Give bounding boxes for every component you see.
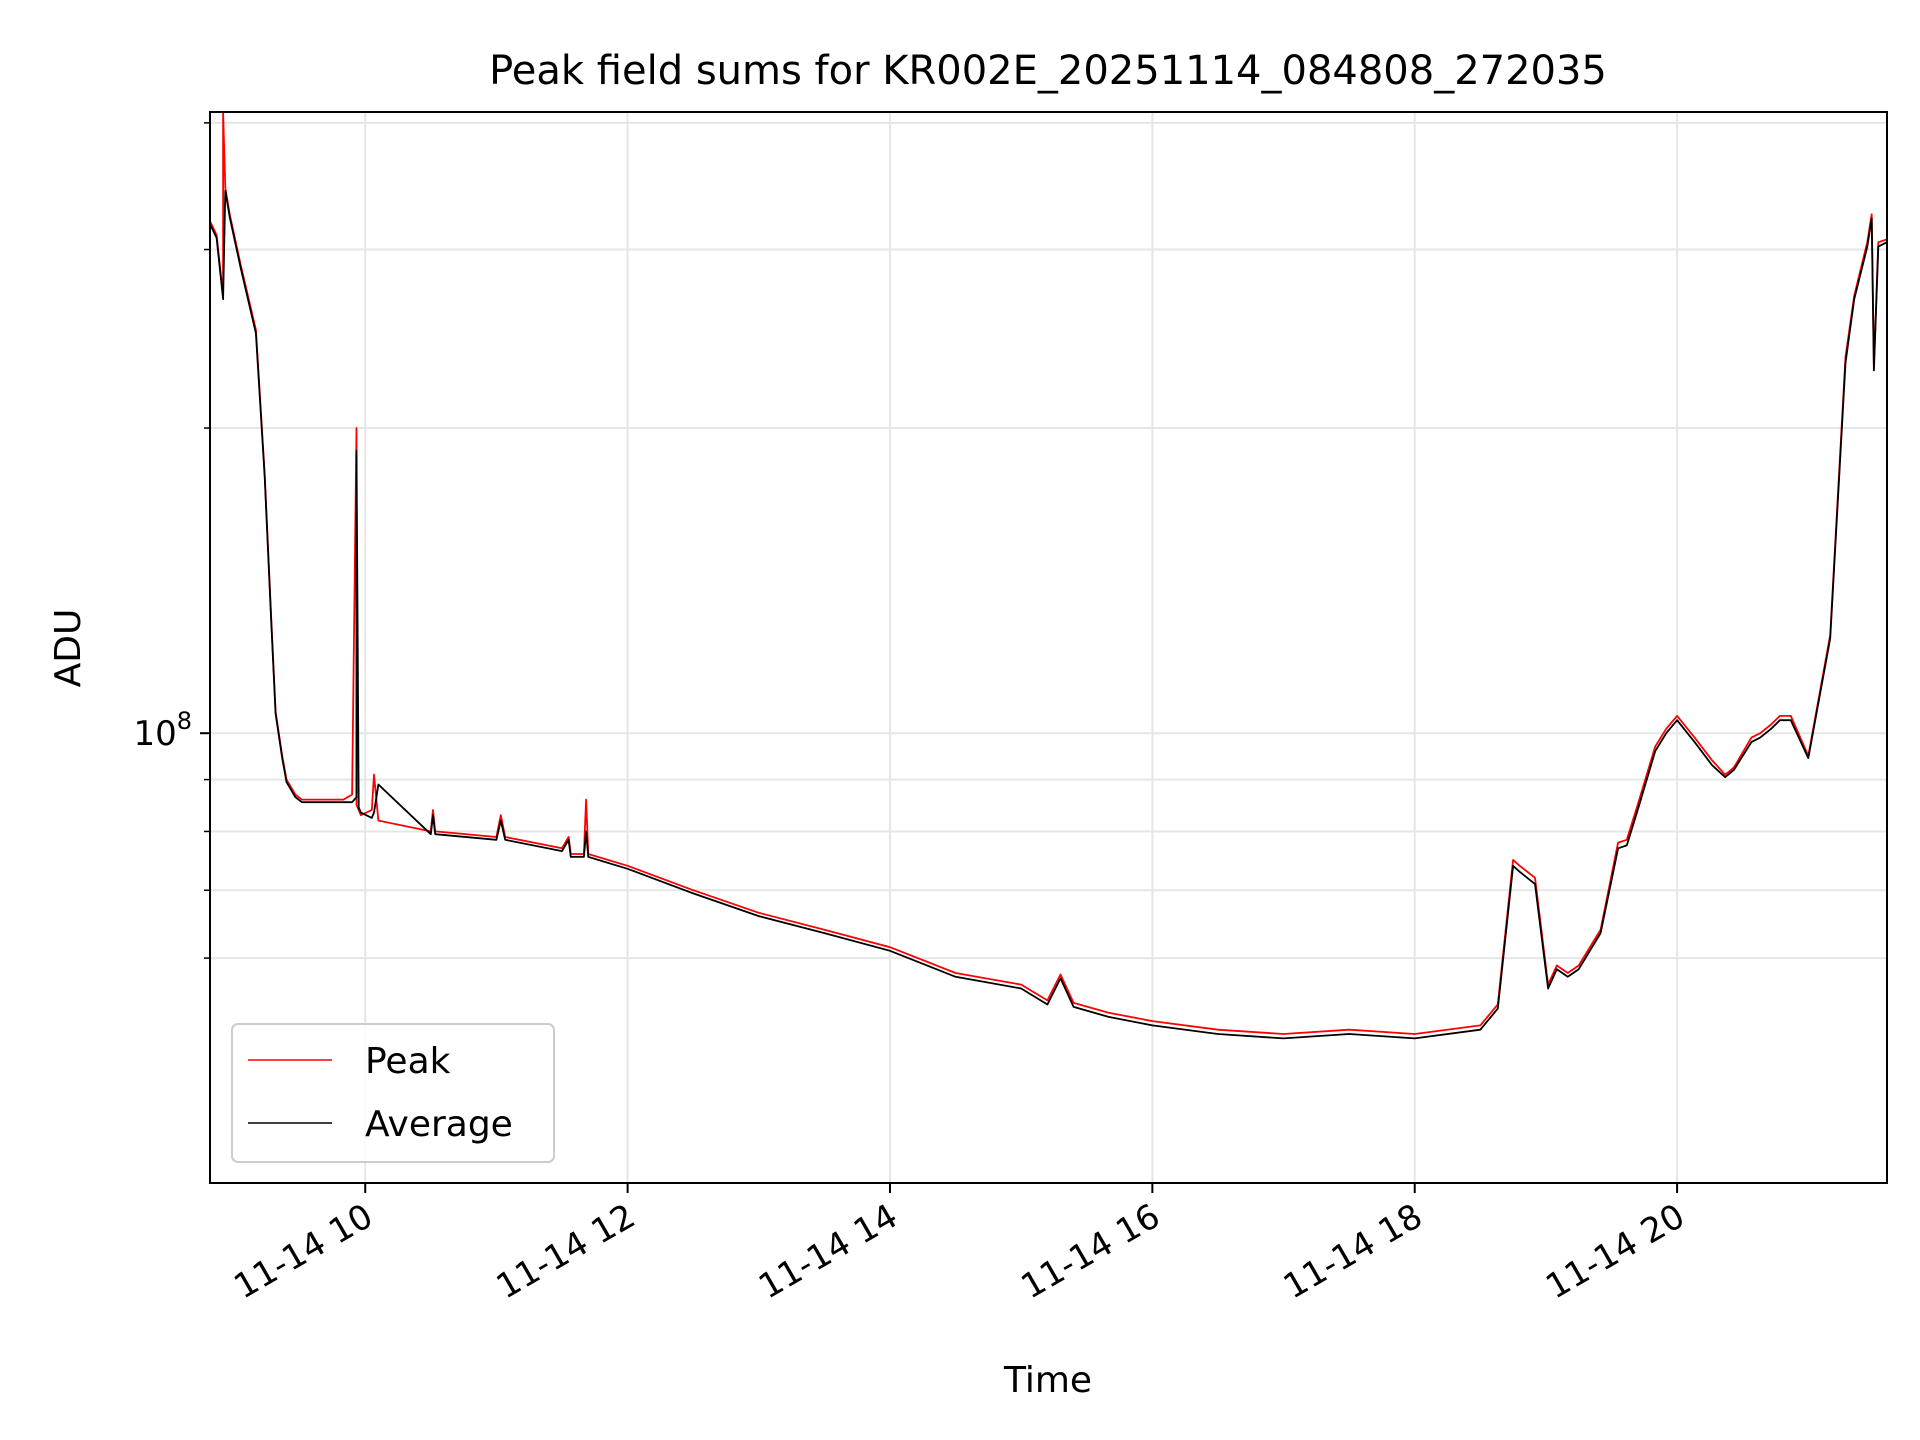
y-tick-label-base: 10: [133, 714, 176, 754]
grid: [210, 112, 1887, 1183]
y-tick-label-exponent: 8: [177, 707, 192, 735]
series-line-average: [210, 189, 1887, 1040]
series-line-peak: [210, 112, 1887, 1035]
y-tick-label: 108: [133, 707, 192, 754]
plot-area: [210, 112, 1887, 1183]
series-layer: [210, 112, 1887, 1040]
legend-label-peak: Peak: [365, 1041, 451, 1082]
plot-frame: [209, 111, 1888, 1184]
legend: Peak Average: [231, 1023, 555, 1163]
chart-title: Peak field sums for KR002E_20251114_0848…: [489, 48, 1607, 94]
y-axis: 108: [133, 122, 210, 959]
y-axis-label: ADU: [48, 609, 89, 688]
x-axis-label: Time: [1003, 1360, 1092, 1401]
legend-label-average: Average: [365, 1104, 513, 1145]
legend-box: [231, 1023, 555, 1163]
